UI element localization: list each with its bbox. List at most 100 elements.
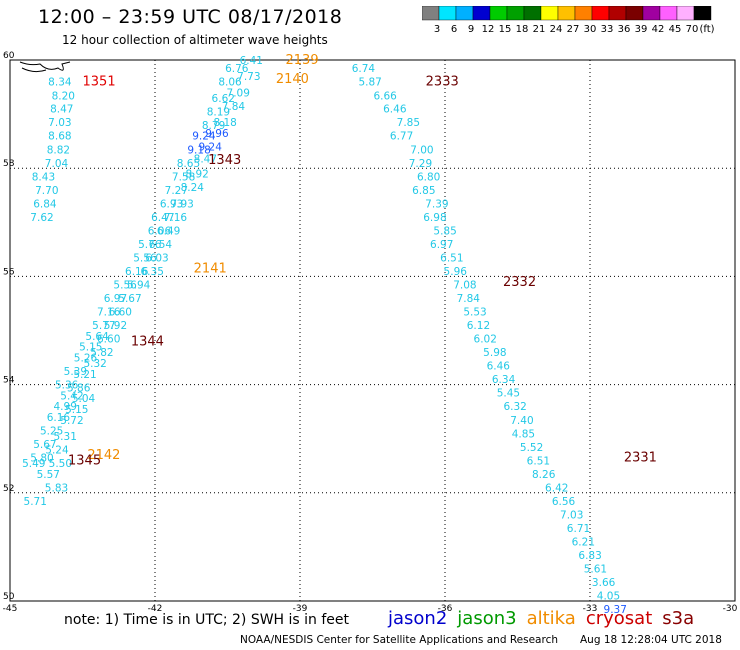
colorbar-label: 15	[499, 24, 512, 35]
wave-height-value: 5.86	[67, 382, 91, 394]
wave-height-value: 5.39	[64, 366, 87, 378]
wave-height-value: 6.60	[97, 334, 120, 346]
wave-height-value: 6.97	[104, 293, 127, 305]
wave-height-value: 5.96	[444, 266, 468, 278]
wave-height-value: 6.62	[212, 93, 235, 105]
wave-height-value: 6.85	[412, 185, 435, 197]
wave-height-value: 3.66	[592, 577, 616, 589]
wave-height-value: 5.94	[127, 280, 151, 292]
x-tick-label: -39	[293, 604, 308, 614]
colorbar: 3 6 9 12 15 18 21 24 27 30 33 36 39 42 45 70 (ft)	[422, 6, 715, 35]
colorbar-label: 30	[584, 24, 597, 35]
coastline	[19, 61, 71, 73]
wave-height-value: 5.71	[24, 496, 47, 508]
colorbar-label: 3	[434, 24, 440, 35]
colorbar-label: 24	[550, 24, 563, 35]
plot-frame	[9, 59, 736, 602]
wave-height-value: 9.37	[604, 604, 627, 615]
legend-item-altika: altika	[526, 608, 576, 629]
wave-height-value: 5.15	[79, 342, 102, 354]
wave-height-value: 9.24	[192, 131, 216, 143]
wave-height-value: 6.54	[149, 239, 173, 251]
wave-height-value: 8.43	[32, 171, 55, 183]
colorbar-label: 21	[533, 24, 546, 35]
wave-height-values: 8.348.208.477.038.688.827.048.437.706.84…	[22, 55, 627, 615]
wave-height-value: 5.42	[60, 390, 83, 402]
wave-height-value: 7.39	[425, 198, 448, 210]
wave-height-value: 6.51	[440, 252, 463, 264]
wave-height-value: 5.77	[92, 320, 115, 332]
wave-height-value: 6.16	[125, 266, 149, 278]
wave-height-value: 6.42	[545, 482, 568, 494]
y-tick-label: 58	[3, 159, 15, 169]
wave-height-value: 8.47	[194, 153, 217, 165]
wave-height-value: 7.16	[97, 307, 121, 319]
wave-height-value: 6.21	[572, 536, 595, 548]
wave-height-value: 6.56	[552, 496, 576, 508]
wave-height-value: 5.15	[65, 404, 88, 416]
wave-height-value: 7.00	[410, 144, 433, 156]
wave-height-value: 6.98	[423, 212, 446, 224]
wave-height-value: 5.98	[483, 347, 506, 359]
wave-height-value: 6.12	[467, 320, 490, 332]
wave-height-value: 5.56	[133, 252, 157, 264]
wave-height-value: 6.06	[148, 225, 172, 237]
wave-height-value: 6.32	[503, 401, 526, 413]
pass-number-label: 1351	[83, 75, 116, 90]
wave-height-value: 5.64	[85, 331, 109, 343]
legend-item-cryosat: cryosat	[585, 608, 653, 629]
wave-height-value: 4.85	[512, 428, 535, 440]
wave-height-value: 6.76	[225, 63, 249, 75]
wave-height-value: 8.20	[52, 91, 75, 103]
wave-height-value: 8.47	[50, 104, 73, 116]
wave-height-value: 7.84	[457, 293, 481, 305]
wave-height-value: 8.92	[185, 169, 208, 181]
wave-height-value: 6.02	[474, 334, 497, 346]
wave-height-value: 7.08	[453, 280, 476, 292]
wave-height-value: 7.58	[172, 171, 195, 183]
pass-number-label: 2331	[624, 451, 657, 466]
colorbar-label: 33	[601, 24, 614, 35]
wave-height-value: 6.46	[487, 361, 511, 373]
wave-height-value: 8.26	[532, 469, 556, 481]
wave-height-value: 7.73	[237, 71, 260, 83]
wave-height-value: 5.57	[37, 469, 60, 481]
wave-height-value: 5.82	[90, 347, 113, 359]
wave-height-value: 5.76	[138, 239, 162, 251]
wave-height-value: 5.80	[30, 453, 53, 465]
wave-height-value: 6.84	[33, 198, 57, 210]
colorbar-label: 27	[567, 24, 580, 35]
wave-height-value: 5.04	[72, 393, 96, 405]
wave-height-value: 5.52	[520, 442, 543, 454]
wave-height-value: 9.18	[187, 144, 210, 156]
y-tick-label: 50	[3, 592, 15, 602]
pass-labels: 1351 2139 2140 2333 1343 2141 2332 1344 21421345…	[68, 53, 657, 468]
pass-number-label: 1345	[68, 453, 101, 468]
axis-tick-labels: -45 -42 -39 -36 -33 -30 50 52 54 56 58 60	[3, 51, 738, 614]
wave-height-value: 5.25	[40, 426, 63, 438]
wave-height-value: 6.34	[492, 374, 516, 386]
wave-height-value: 7.93	[170, 198, 193, 210]
colorbar-label: 42	[652, 24, 665, 35]
wave-height-value: 7.29	[409, 158, 432, 170]
wave-height-value: 5.85	[433, 225, 456, 237]
pass-number-label: 2333	[426, 75, 459, 90]
wave-height-value: 7.09	[227, 87, 250, 99]
wave-height-value: 6.77	[390, 131, 413, 143]
wave-height-value: 7.03	[48, 117, 71, 129]
wave-height-value: 4.99	[54, 401, 77, 413]
y-tick-label: 52	[3, 484, 14, 494]
wave-height-value: 6.35	[141, 266, 164, 278]
wave-height-value: 9.24	[199, 142, 223, 154]
wave-height-value: 6.03	[145, 252, 168, 264]
y-tick-label: 60	[3, 51, 15, 61]
wave-height-value: 5.61	[584, 564, 607, 576]
wave-height-value: 6.16	[47, 412, 71, 424]
colorbar-unit: (ft)	[699, 24, 714, 35]
colorbar-label: 39	[635, 24, 648, 35]
note-text: note: 1) Time is in UTC; 2) SWH is in fe…	[64, 612, 350, 628]
credit-text: NOAA/NESDIS Center for Satellite Applica…	[240, 634, 558, 646]
pass-number-label: 2140	[276, 72, 309, 87]
wave-height-value: 4.05	[597, 591, 620, 603]
colorbar-label: 12	[482, 24, 495, 35]
